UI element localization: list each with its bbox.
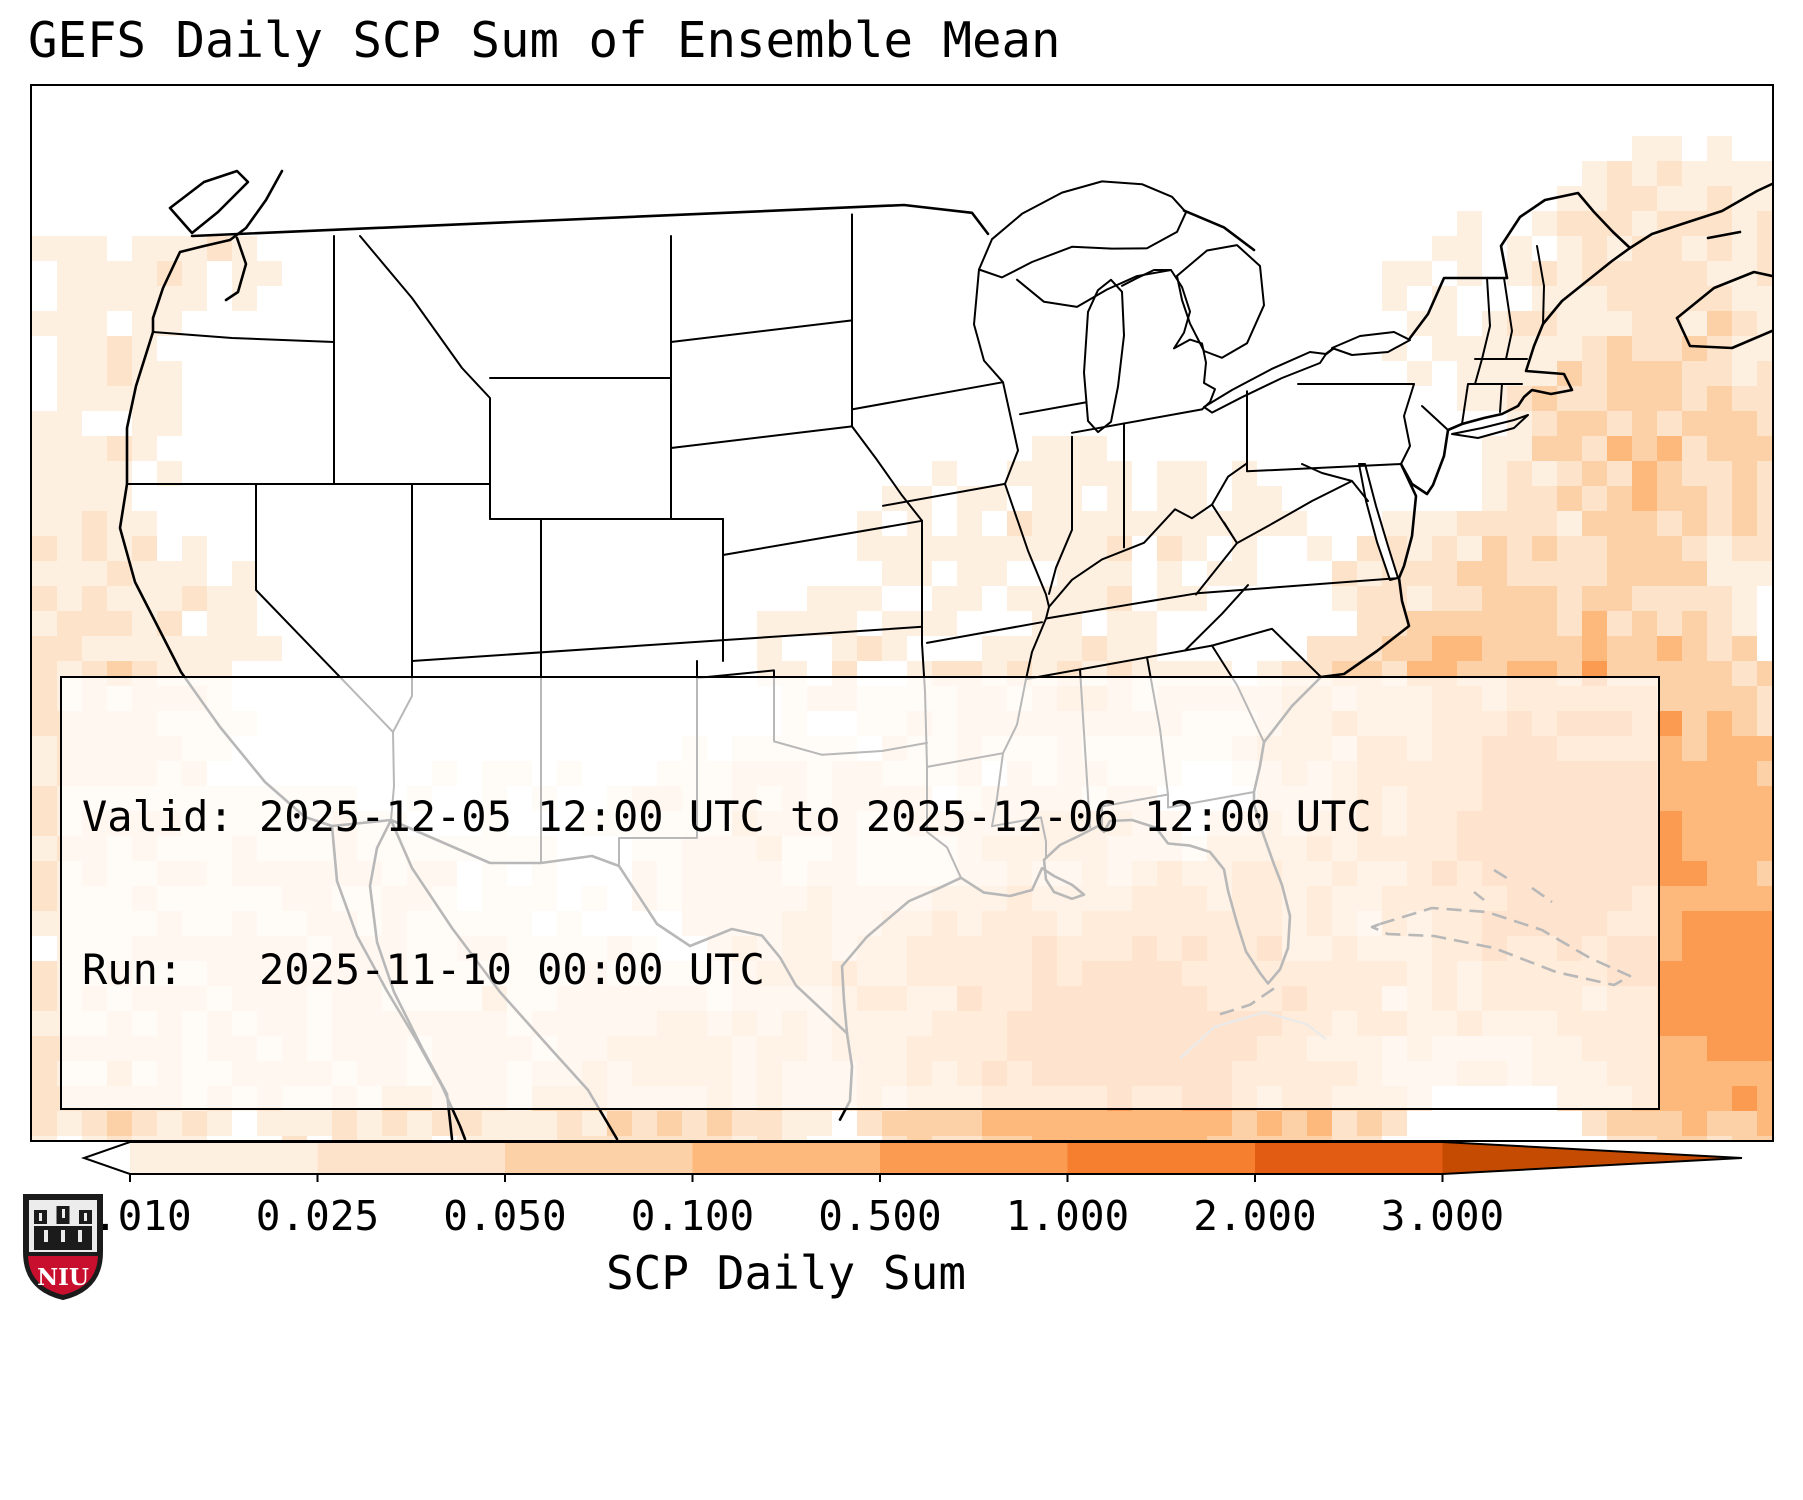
colorbar-label: SCP Daily Sum (605, 1246, 967, 1300)
info-box: Valid: 2025-12-05 12:00 UTC to 2025-12-0… (60, 676, 1660, 1110)
colorbar-tick-label: 0.500 (818, 1192, 942, 1240)
map-panel: Valid: 2025-12-05 12:00 UTC to 2025-12-0… (30, 84, 1774, 1142)
colorbar (80, 1141, 1743, 1182)
niu-banner (23, 1252, 103, 1300)
colorbar-tick-label: 0.025 (255, 1192, 380, 1240)
colorbar-tick-label: 0.050 (443, 1192, 567, 1240)
chart-title: GEFS Daily SCP Sum of Ensemble Mean (28, 12, 1061, 69)
colorbar-tick-label: 1.000 (1005, 1192, 1130, 1240)
great-lakes (978, 180, 1411, 581)
castle-windows (39, 1209, 87, 1242)
valid-time-text: Valid: 2025-12-05 12:00 UTC to 2025-12-0… (82, 791, 1372, 841)
niu-logo-text: NIU (37, 1264, 89, 1291)
colorbar-tick-label: 0.100 (630, 1192, 755, 1240)
colorbar-tick-label: 2.000 (1193, 1192, 1317, 1240)
niu-logo: NIU (23, 1194, 103, 1301)
colorbar-tick-label: 3.000 (1380, 1192, 1505, 1240)
run-time-text: Run: 2025-11-10 00:00 UTC (82, 945, 765, 995)
